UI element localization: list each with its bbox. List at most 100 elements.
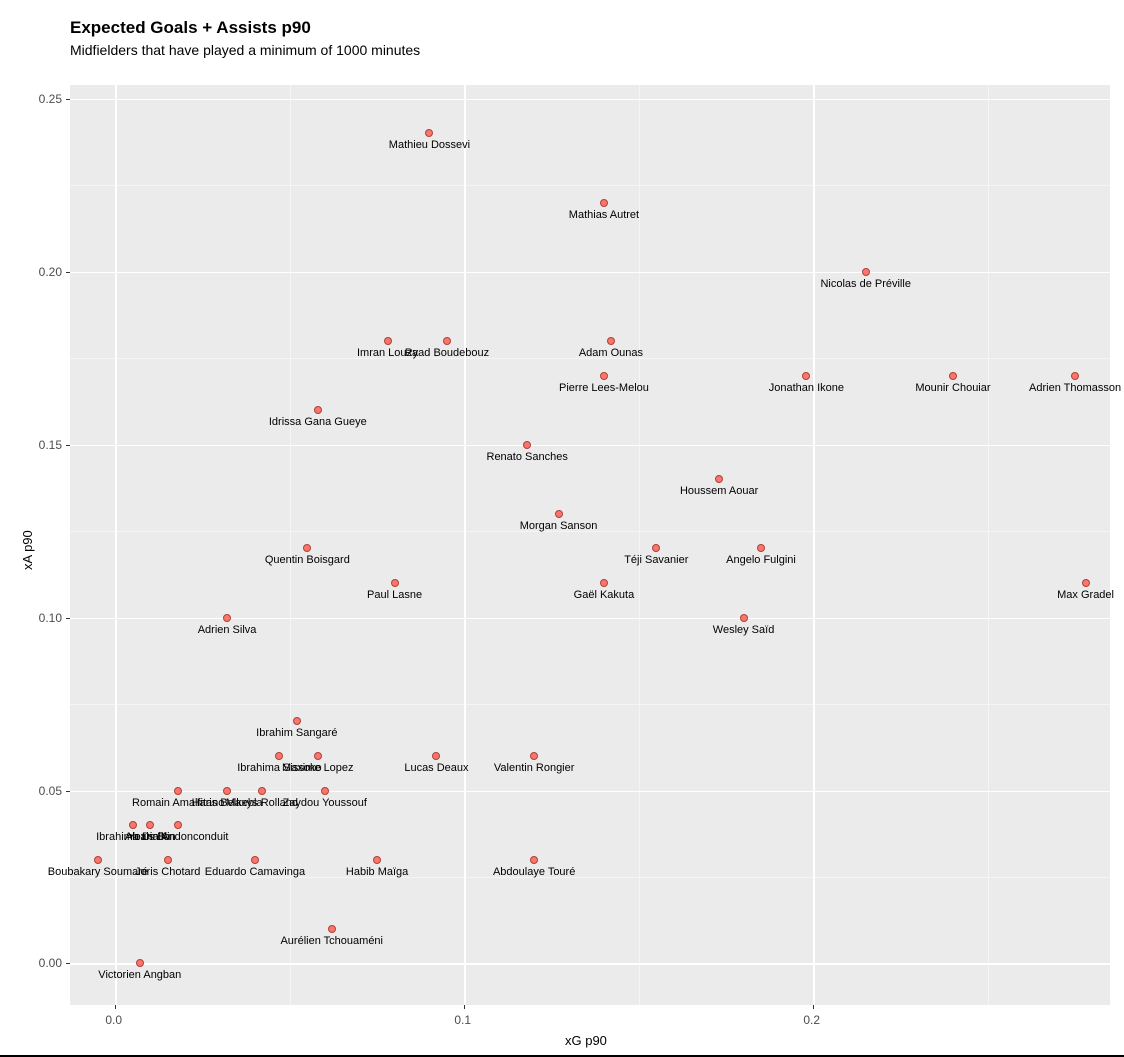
- data-point: [523, 441, 531, 449]
- data-point-label: Angelo Fulgini: [726, 554, 796, 566]
- data-point: [373, 856, 381, 864]
- data-point-label: Joris Chotard: [135, 866, 200, 878]
- x-tick-mark: [813, 1005, 814, 1009]
- x-gridline-major: [464, 85, 465, 1005]
- data-point-label: Zaydou Youssouf: [283, 797, 367, 809]
- data-point: [802, 372, 810, 380]
- data-point-label: Quentin Boisgard: [265, 554, 350, 566]
- data-point: [443, 337, 451, 345]
- chart-subtitle: Midfielders that have played a minimum o…: [70, 42, 420, 58]
- data-point-label: Gaël Kakuta: [574, 589, 635, 601]
- data-point-label: Victorien Angban: [98, 969, 181, 981]
- data-point: [129, 821, 137, 829]
- data-point: [740, 614, 748, 622]
- data-point-label: Paul Lasne: [367, 589, 422, 601]
- y-gridline-major: [70, 963, 1110, 964]
- data-point-label: Jonathan Ikone: [769, 382, 844, 394]
- x-tick-mark: [464, 1005, 465, 1009]
- y-gridline-major: [70, 445, 1110, 446]
- data-point-label: Mathieu Dossevi: [389, 139, 470, 151]
- data-point: [862, 268, 870, 276]
- data-point: [293, 717, 301, 725]
- data-point-label: Ryad Boudebouz: [405, 347, 489, 359]
- y-tick-mark: [66, 445, 70, 446]
- data-point-label: Adrien Thomasson: [1029, 382, 1121, 394]
- x-tick-label: 0.2: [803, 1013, 820, 1027]
- x-tick-label: 0.1: [454, 1013, 471, 1027]
- data-point: [530, 856, 538, 864]
- data-point: [258, 787, 266, 795]
- data-point: [607, 337, 615, 345]
- y-tick-label: 0.25: [39, 92, 62, 106]
- data-point: [425, 129, 433, 137]
- data-point: [384, 337, 392, 345]
- data-point: [530, 752, 538, 760]
- data-point-label: Abdoulaye Touré: [493, 866, 575, 878]
- y-tick-label: 0.05: [39, 784, 62, 798]
- data-point: [600, 579, 608, 587]
- y-gridline-major: [70, 99, 1110, 100]
- data-point-label: Idrissa Gana Gueye: [269, 416, 367, 428]
- data-point: [391, 579, 399, 587]
- data-point-label: Boubakary Soumaré: [48, 866, 148, 878]
- data-point: [600, 199, 608, 207]
- data-point-label: Nicolas de Préville: [820, 278, 910, 290]
- y-tick-label: 0.10: [39, 611, 62, 625]
- data-point: [303, 544, 311, 552]
- data-point-label: Téji Savanier: [624, 554, 688, 566]
- chart-title: Expected Goals + Assists p90: [70, 18, 311, 38]
- data-point-label: Adrien Silva: [198, 624, 257, 636]
- data-point-label: Houssem Aouar: [680, 485, 758, 497]
- data-point: [164, 856, 172, 864]
- data-point-label: Aurélien Tchouaméni: [280, 935, 383, 947]
- data-point: [136, 959, 144, 967]
- data-point-label: Valentin Rongier: [494, 762, 575, 774]
- data-point: [174, 787, 182, 795]
- data-point: [321, 787, 329, 795]
- data-point: [146, 821, 154, 829]
- y-gridline-minor: [70, 704, 1110, 705]
- data-point: [314, 752, 322, 760]
- data-point-label: Mounir Chouiar: [915, 382, 990, 394]
- y-tick-label: 0.00: [39, 956, 62, 970]
- y-gridline-major: [70, 272, 1110, 273]
- data-point: [1082, 579, 1090, 587]
- x-tick-label: 0.0: [105, 1013, 122, 1027]
- x-axis-label: xG p90: [565, 1033, 607, 1048]
- data-point-label: Adam Ounas: [579, 347, 643, 359]
- data-point-label: Mathias Autret: [569, 209, 639, 221]
- data-point: [223, 787, 231, 795]
- data-point-label: Morgan Sanson: [520, 520, 598, 532]
- data-point: [432, 752, 440, 760]
- data-point: [555, 510, 563, 518]
- data-point: [652, 544, 660, 552]
- y-tick-mark: [66, 791, 70, 792]
- data-point-label: Renato Sanches: [487, 451, 568, 463]
- x-tick-mark: [115, 1005, 116, 1009]
- x-gridline-minor: [988, 85, 989, 1005]
- y-tick-mark: [66, 272, 70, 273]
- data-point: [715, 475, 723, 483]
- y-gridline-minor: [70, 185, 1110, 186]
- data-point-label: Ibrahim Sangaré: [256, 727, 337, 739]
- data-point-label: Maxime Lopez: [282, 762, 354, 774]
- data-point: [174, 821, 182, 829]
- x-gridline-major: [813, 85, 814, 1005]
- data-point: [757, 544, 765, 552]
- data-point-label: Max Gradel: [1057, 589, 1114, 601]
- data-point: [94, 856, 102, 864]
- y-tick-label: 0.15: [39, 438, 62, 452]
- y-tick-mark: [66, 963, 70, 964]
- data-point-label: Wesley Saïd: [713, 624, 775, 636]
- data-point-label: Pierre Lees-Melou: [559, 382, 649, 394]
- chart-container: Expected Goals + Assists p90 Midfielders…: [0, 0, 1124, 1057]
- x-gridline-minor: [639, 85, 640, 1005]
- data-point-label: Lucas Deaux: [404, 762, 468, 774]
- data-point: [251, 856, 259, 864]
- data-point: [275, 752, 283, 760]
- data-point-label: Eduardo Camavinga: [205, 866, 305, 878]
- data-point: [328, 925, 336, 933]
- y-tick-mark: [66, 618, 70, 619]
- data-point: [1071, 372, 1079, 380]
- y-axis-label: xA p90: [20, 530, 35, 570]
